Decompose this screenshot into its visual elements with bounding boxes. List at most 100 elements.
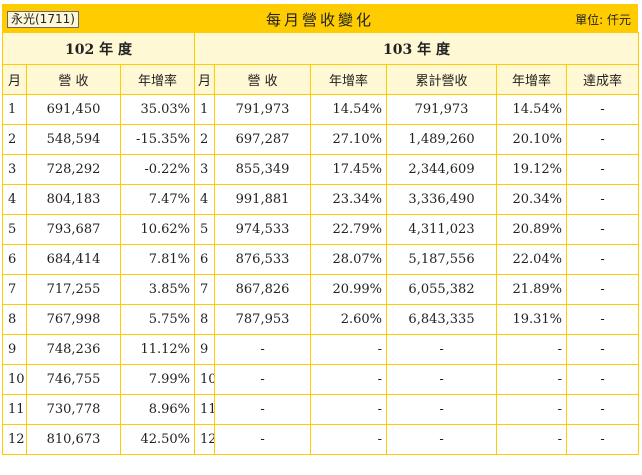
yoy-103-cell: 23.34%	[310, 184, 388, 215]
cumulative-yoy-cell: -	[496, 334, 568, 365]
col-revenue-102: 營 收	[26, 64, 121, 95]
cumulative-cell: -	[386, 364, 498, 395]
table-row: 4 804,183 7.47% 4 991,881 23.34% 3,336,490 20.3…	[2, 184, 640, 215]
page-title: 每月營收變化	[265, 11, 374, 29]
month-102-cell: 7	[2, 274, 27, 305]
cumulative-cell: 5,187,556	[386, 244, 498, 275]
table-row: 3 728,292 -0.22% 3 855,349 17.45% 2,344,609 19.…	[2, 154, 640, 185]
yoy-103-cell: 2.60%	[310, 304, 388, 335]
col-cumulative-yoy: 年增率	[496, 64, 568, 95]
revenue-103-cell: 855,349	[214, 154, 312, 185]
year-header-row: 102 年 度 103 年 度	[1, 32, 640, 65]
table-row: 2 548,594 -15.35% 2 697,287 27.10% 1,489,260 20…	[2, 124, 640, 155]
col-month-102: 月	[2, 64, 27, 95]
cumulative-cell: 4,311,023	[386, 214, 498, 245]
revenue-102-cell: 728,292	[26, 154, 121, 185]
cumulative-cell: 6,843,335	[386, 304, 498, 335]
yoy-103-cell: 28.07%	[310, 244, 388, 275]
cumulative-cell: -	[386, 334, 498, 365]
month-102-cell: 11	[2, 394, 27, 425]
month-103-cell: 12	[194, 424, 216, 455]
yoy-103-cell: -	[310, 364, 388, 395]
table-row: 1 691,450 35.03% 1 791,973 14.54% 791,973 14.54…	[2, 94, 640, 125]
cumulative-yoy-cell: 19.12%	[496, 154, 568, 185]
yoy-102-cell: -15.35%	[119, 124, 196, 155]
month-103-cell: 7	[194, 274, 216, 305]
month-102-cell: 10	[2, 364, 27, 395]
revenue-103-cell: 876,533	[214, 244, 312, 275]
month-103-cell: 6	[194, 244, 216, 275]
table-body: 1 691,450 35.03% 1 791,973 14.54% 791,973 14.54…	[2, 94, 640, 455]
yoy-102-cell: 11.12%	[119, 334, 196, 365]
yoy-102-cell: 7.47%	[119, 184, 196, 215]
yoy-103-cell: 22.79%	[310, 214, 388, 245]
unit-label: 單位: 仟元	[575, 13, 631, 27]
month-102-cell: 1	[2, 94, 27, 125]
month-102-cell: 8	[2, 304, 27, 335]
cumulative-yoy-cell: 14.54%	[496, 94, 568, 125]
table-row: 9 748,236 11.12% 9- - - - -	[2, 334, 640, 365]
title-bar: 永光(1711) 每月營收變化 單位: 仟元	[2, 4, 638, 32]
revenue-103-cell: 974,533	[214, 214, 312, 245]
col-cumulative: 累計營收	[386, 64, 498, 95]
month-102-cell: 6	[2, 244, 27, 275]
yoy-102-cell: 35.03%	[119, 94, 196, 125]
month-103-cell: 10	[194, 364, 216, 395]
yoy-102-cell: 8.96%	[119, 394, 196, 425]
achievement-cell: -	[566, 184, 640, 215]
revenue-table: 102 年 度 103 年 度 月 營 收 年增率 月 營 收 年增率 累計營收…	[1, 32, 640, 455]
yoy-103-cell: 17.45%	[310, 154, 388, 185]
achievement-cell: -	[566, 334, 640, 365]
achievement-cell: -	[566, 94, 640, 125]
revenue-103-cell: 991,881	[214, 184, 312, 215]
month-102-cell: 2	[2, 124, 27, 155]
revenue-102-cell: 748,236	[26, 334, 121, 365]
cumulative-cell: 3,336,490	[386, 184, 498, 215]
month-103-cell: 11	[194, 394, 216, 425]
achievement-cell: -	[566, 124, 640, 155]
month-103-cell: 3	[194, 154, 216, 185]
yoy-102-cell: 10.62%	[119, 214, 196, 245]
revenue-103-cell: 697,287	[214, 124, 312, 155]
cumulative-yoy-cell: 20.10%	[496, 124, 568, 155]
cumulative-yoy-cell: 21.89%	[496, 274, 568, 305]
revenue-103-cell: -	[214, 364, 312, 395]
month-102-cell: 12	[2, 424, 27, 455]
yoy-103-cell: -	[310, 334, 388, 365]
revenue-102-cell: 684,414	[26, 244, 121, 275]
table-row: 7 717,255 3.85% 7 867,826 20.99% 6,055,382 21.8…	[2, 274, 640, 305]
revenue-103-cell: 787,953	[214, 304, 312, 335]
yoy-102-cell: 3.85%	[119, 274, 196, 305]
month-103-cell: 2	[194, 124, 216, 155]
cumulative-cell: 6,055,382	[386, 274, 498, 305]
revenue-102-cell: 691,450	[26, 94, 121, 125]
cumulative-cell: 791,973	[386, 94, 498, 125]
year-103-header: 103 年 度	[194, 32, 640, 65]
achievement-cell: -	[566, 214, 640, 245]
achievement-cell: -	[566, 304, 640, 335]
col-yoy-103: 年增率	[310, 64, 388, 95]
revenue-103-cell: 791,973	[214, 94, 312, 125]
table-row: 5 793,687 10.62% 5 974,533 22.79% 4,311,023 20.…	[2, 214, 640, 245]
revenue-103-cell: -	[214, 424, 312, 455]
month-102-cell: 9	[2, 334, 27, 365]
cumulative-cell: -	[386, 424, 498, 455]
column-header-row: 月 營 收 年增率 月 營 收 年增率 累計營收 年增率 達成率	[2, 64, 640, 95]
month-103-cell: 4	[194, 184, 216, 215]
yoy-102-cell: 42.50%	[119, 424, 196, 455]
yoy-103-cell: 27.10%	[310, 124, 388, 155]
yoy-102-cell: 7.99%	[119, 364, 196, 395]
yoy-103-cell: -	[310, 394, 388, 425]
revenue-102-cell: 746,755	[26, 364, 121, 395]
table-row: 8 767,998 5.75% 8 787,953 2.60% 6,843,335 19.31…	[2, 304, 640, 335]
month-103-cell: 5	[194, 214, 216, 245]
achievement-cell: -	[566, 394, 640, 425]
revenue-102-cell: 730,778	[26, 394, 121, 425]
table-row: 6 684,414 7.81% 6 876,533 28.07% 5,187,556 22.0…	[2, 244, 640, 275]
cumulative-cell: 1,489,260	[386, 124, 498, 155]
revenue-103-cell: 867,826	[214, 274, 312, 305]
col-month-103: 月	[194, 64, 216, 95]
yoy-102-cell: 5.75%	[119, 304, 196, 335]
